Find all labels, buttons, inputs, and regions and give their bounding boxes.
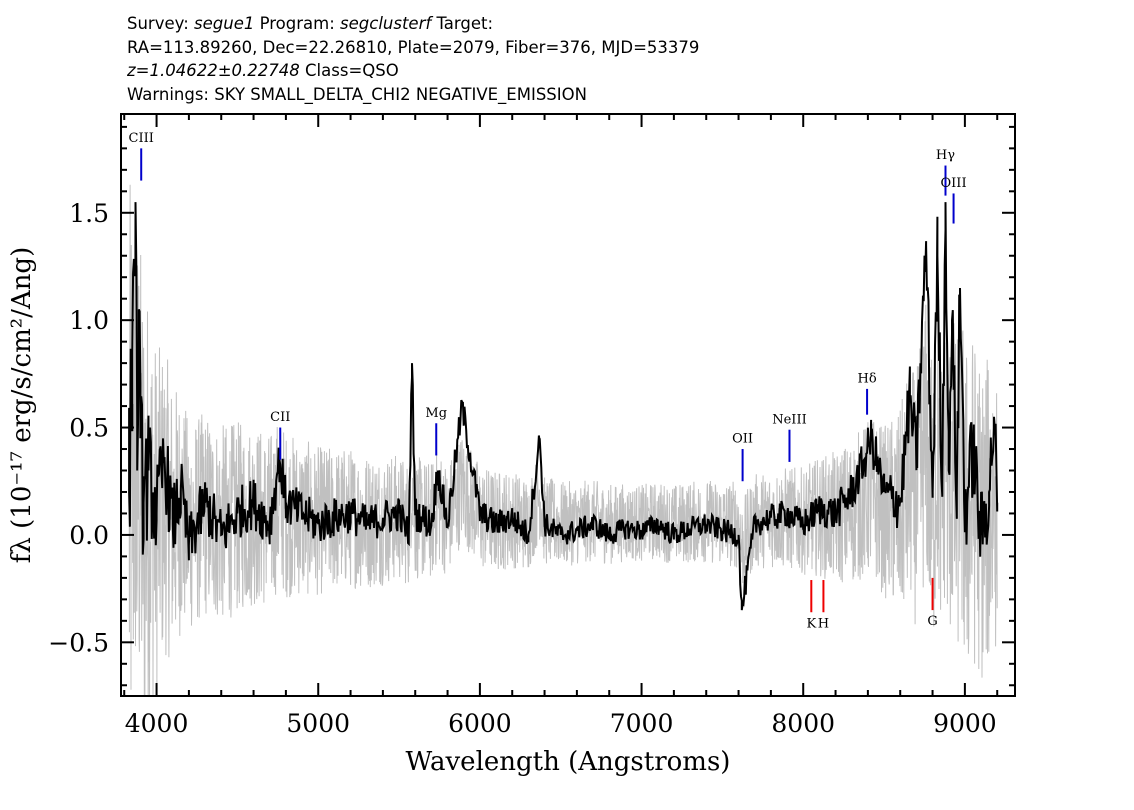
target-label: Target: — [436, 14, 494, 33]
marker-label-h-absorption: H — [818, 616, 829, 631]
redshift-value: z=1.04622±0.22748 — [127, 61, 300, 80]
class-value: Class=QSO — [305, 61, 399, 80]
marker-label-oii-emission: OII — [732, 432, 753, 447]
plot-frame — [120, 113, 1016, 697]
survey-label: Survey: — [127, 14, 189, 33]
marker-label-ciii-emission: CIII — [129, 131, 154, 146]
y-axis-title: fλ (10⁻¹⁷ erg/s/cm²/Ang) — [7, 247, 37, 563]
x-tick-label: 6000 — [448, 709, 512, 738]
flux-line — [128, 202, 999, 611]
y-tick-label: −0.5 — [48, 628, 109, 657]
x-tick-label: 9000 — [933, 709, 997, 738]
program-label: Program: — [259, 14, 335, 33]
marker-label-mg-emission: Mg — [425, 406, 447, 421]
marker-label-h-emission: Hγ — [936, 148, 955, 163]
y-tick-label: 0.5 — [69, 414, 109, 443]
header-line-survey: Survey: segue1 Program: segclusterf Targ… — [127, 12, 699, 36]
y-axis: −0.5 0.0 0.5 1.0 1.5 — [48, 125, 1015, 687]
plot-header: Survey: segue1 Program: segclusterf Targ… — [127, 12, 699, 106]
marker-label-oiii-emission: OIII — [941, 176, 967, 191]
x-tick-label: 4000 — [125, 709, 189, 738]
header-line-coords: RA=113.89260, Dec=22.26810, Plate=2079, … — [127, 37, 700, 57]
marker-label-k-absorption: K — [806, 616, 816, 631]
flux-series — [128, 202, 999, 611]
y-tick-label: 1.0 — [69, 306, 109, 335]
y-tick-label: 0.0 — [69, 521, 109, 550]
marker-label-g-absorption: G — [927, 614, 937, 629]
marker-label-h-emission: Hδ — [857, 371, 876, 386]
x-tick-label: 7000 — [610, 709, 674, 738]
header-line-warnings: Warnings: SKY SMALL_DELTA_CHI2 NEGATIVE_… — [127, 84, 587, 104]
line-markers: CIII CII Mg OII NeIII Hδ Hγ OIII K H G — [129, 131, 967, 631]
marker-label-neiii-emission: NeIII — [772, 412, 806, 427]
x-axis-title: Wavelength (Angstroms) — [406, 747, 731, 777]
x-tick-label: 5000 — [286, 709, 350, 738]
program-value: segclusterf — [340, 14, 432, 33]
x-tick-label: 8000 — [771, 709, 835, 738]
y-tick-label: 1.5 — [69, 199, 109, 228]
marker-label-cii-emission: CII — [270, 410, 290, 425]
header-line-redshift: z=1.04622±0.22748 Class=QSO — [127, 59, 699, 83]
survey-value: segue1 — [194, 14, 255, 33]
x-axis: 4000 5000 6000 7000 8000 9000 — [123, 114, 999, 738]
